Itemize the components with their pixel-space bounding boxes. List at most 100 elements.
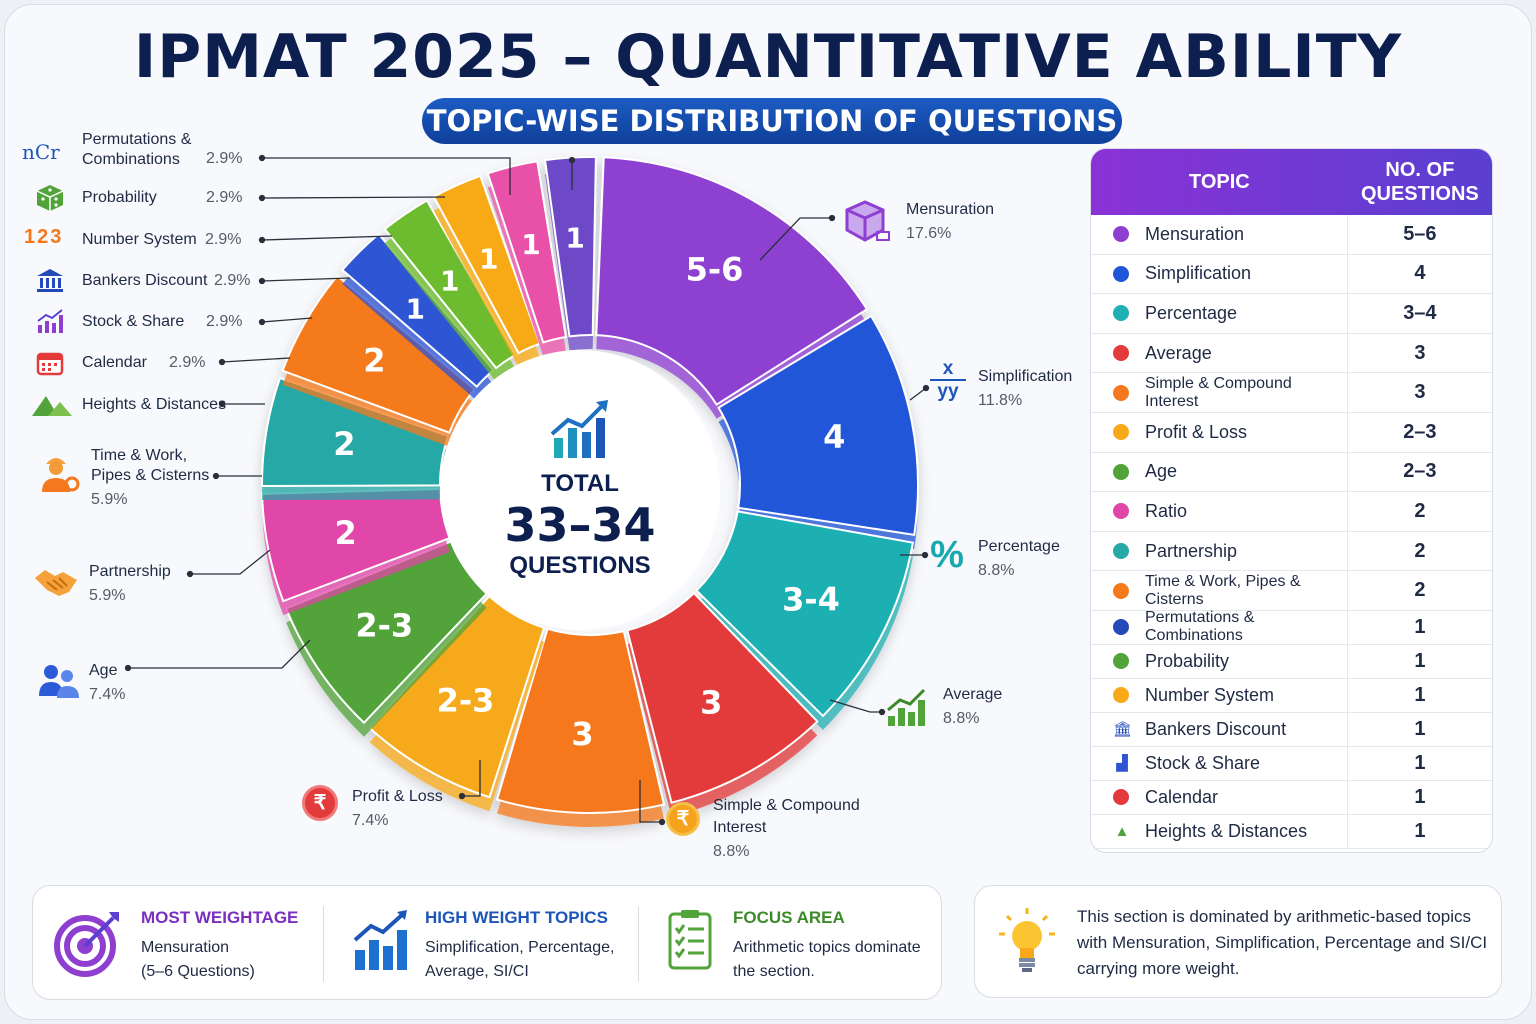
worker-icon	[42, 458, 80, 492]
table-row: Simplification 4	[1091, 254, 1492, 295]
table-cell-count: 1	[1414, 819, 1426, 842]
label-number-pct: 2.9%	[205, 231, 242, 248]
label-simplification-pct: 11.8%	[978, 392, 1023, 409]
table-topic-name: Mensuration	[1145, 223, 1245, 244]
leader-dot	[124, 664, 132, 672]
table-body: Mensuration 5–6 Simplification 4 Percentage 3…	[1091, 215, 1492, 849]
leader-dot	[828, 214, 836, 222]
leader-dot	[658, 818, 666, 826]
table-cell-count: 2	[1414, 579, 1426, 602]
leader-line	[190, 549, 271, 575]
topic-color-dot	[1113, 265, 1129, 282]
summary-high-weight: HIGH WEIGHT TOPICS Simplification, Perce…	[333, 886, 638, 1001]
table-topic-name: Bankers Discount	[1145, 718, 1287, 739]
donut-slice-label: 2-3	[355, 606, 413, 644]
leader-line	[261, 277, 351, 282]
label-time-work-pct: 5.9%	[91, 491, 128, 508]
table-topic-name: Average	[1145, 342, 1212, 363]
table-topic-name: Ratio	[1145, 500, 1188, 521]
label-mensuration-name: Mensuration	[906, 201, 995, 218]
table-cell-topic: Percentage	[1091, 294, 1348, 333]
topic-color-dot	[1113, 424, 1129, 441]
table-topic-name: Time & Work, Pipes & Cisterns	[1145, 572, 1301, 608]
table-row: Profit & Loss 2–3	[1091, 412, 1492, 453]
table-row: Time & Work, Pipes & Cisterns 2	[1091, 571, 1492, 611]
tip-panel: This section is dominated by arithmetic-…	[974, 885, 1502, 998]
topic-color-dot	[1113, 305, 1129, 322]
label-number-name: Number System	[82, 231, 197, 248]
label-heights-name: Heights & Distances	[82, 396, 227, 413]
donut-slice	[261, 376, 450, 487]
leader-dot	[258, 194, 266, 202]
leader-line	[128, 639, 311, 669]
leader-dot	[218, 358, 226, 366]
leader-line	[639, 780, 662, 823]
label-time-work-name1: Time & Work,	[91, 447, 188, 464]
table-cell-count: 5–6	[1403, 222, 1437, 245]
table-topic-name: Percentage	[1145, 302, 1238, 323]
donut-slice	[717, 314, 919, 537]
label-pnc-pct: 2.9%	[206, 150, 243, 167]
table-cell-count: 2	[1414, 499, 1426, 522]
rupee-coin-icon-pl: ₹	[302, 785, 338, 821]
label-age-name: Age	[89, 662, 118, 679]
table-cell-topic: Simple & Compound Interest	[1091, 373, 1348, 412]
leader-line	[261, 196, 446, 199]
label-bankers: Bankers Discount 2.9%	[82, 272, 250, 290]
label-si-ci-name1: Simple & Compound	[713, 797, 860, 814]
table-row: ▲ Heights & Distances 1	[1091, 814, 1492, 849]
summary-panel: MOST WEIGHTAGE Mensuration (5–6 Question…	[32, 885, 942, 1000]
donut-slice-label: 1	[479, 243, 498, 276]
leader-dot	[258, 236, 266, 244]
summary-divider-1	[323, 906, 324, 982]
table-topic-name: Stock & Share	[1145, 752, 1261, 773]
leader-line	[261, 235, 393, 241]
topic-color-dot	[1113, 345, 1129, 362]
topic-color-dot	[1113, 619, 1129, 636]
growth-bars-icon	[353, 910, 407, 970]
label-probability-pct: 2.9%	[206, 189, 243, 206]
table-cell-topic: Number System	[1091, 678, 1348, 712]
table-cell-topic: Mensuration	[1091, 215, 1348, 254]
table-cell-count: 1	[1414, 615, 1426, 638]
label-partnership-name: Partnership	[89, 563, 171, 580]
table-cell-count: 2–3	[1403, 460, 1437, 483]
leader-dot	[921, 551, 929, 559]
leader-dot	[258, 277, 266, 285]
table-row: Percentage 3–4	[1091, 294, 1492, 334]
label-pnc-name1: Permutations &	[82, 131, 192, 148]
table-cell-topic: ▲ Heights & Distances	[1091, 814, 1348, 848]
center-total-value: 33–34	[504, 498, 656, 552]
leader-dot	[922, 384, 930, 392]
label-number: Number System 2.9%	[82, 231, 241, 249]
leader-dot	[458, 792, 466, 800]
table-cell-topic: Age	[1091, 452, 1348, 492]
table-topic-name: Permutations & Combinations	[1145, 609, 1255, 645]
numbers-icon: 123	[24, 226, 64, 248]
table-cell-topic: 🏛 Bankers Discount	[1091, 712, 1348, 746]
table-cell-count: 3	[1414, 381, 1426, 404]
leader-dot	[212, 472, 220, 480]
table-cell-topic: ▟ Stock & Share	[1091, 746, 1348, 780]
donut-slice-label: 1	[565, 221, 584, 254]
topic-table: TOPIC NO. OF QUESTIONS Mensuration 5–6 Sim…	[1090, 148, 1493, 853]
topic-color-dot	[1113, 789, 1129, 806]
table-cell-topic: Probability	[1091, 644, 1348, 678]
label-profit-loss-name: Profit & Loss	[352, 788, 443, 805]
table-row: Ratio 2	[1091, 492, 1492, 532]
dice-icon	[36, 185, 64, 211]
donut-slice-label: 4	[823, 418, 845, 456]
label-stock-pct: 2.9%	[206, 313, 243, 330]
label-age: Age 7.4%	[89, 662, 125, 704]
summary-focus-area: FOCUS AREA Arithmetic topics dominate th…	[645, 886, 943, 1001]
label-si-ci-pct: 8.8%	[713, 843, 750, 860]
most-weightage-line2: (5–6 Questions)	[141, 963, 255, 980]
most-weightage-heading: MOST WEIGHTAGE	[141, 908, 299, 927]
table-row: Permutations & Combinations 1	[1091, 609, 1492, 645]
mountain-icon: ▲	[1114, 822, 1130, 840]
topic-color-dot	[1113, 582, 1129, 599]
topic-color-dot	[1113, 543, 1129, 560]
label-bankers-pct: 2.9%	[214, 272, 251, 289]
label-simplification-name: Simplification	[978, 368, 1073, 385]
